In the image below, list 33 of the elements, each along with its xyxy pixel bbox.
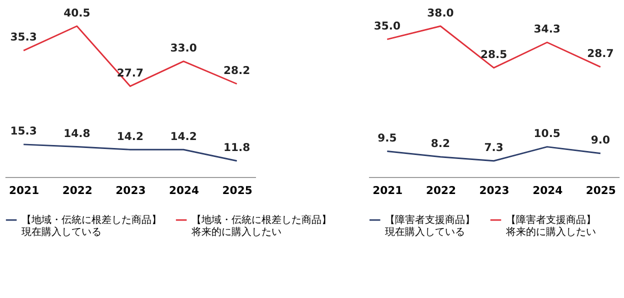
data-label: 7.3 [484, 141, 504, 154]
data-label: 11.8 [224, 141, 250, 154]
data-label: 28.5 [480, 48, 508, 62]
legend-label: 【地域・伝統に根差した商品】将来的に購入したい [190, 214, 332, 238]
data-label: 9.0 [590, 134, 610, 147]
data-label: 14.8 [64, 126, 90, 140]
data-label: 35.3 [10, 30, 37, 44]
x-tick-label: 2021 [372, 184, 403, 198]
x-tick-label: 2021 [9, 184, 40, 198]
data-label: 15.3 [10, 124, 37, 138]
data-label: 28.7 [587, 47, 614, 60]
data-label: 33.0 [170, 42, 197, 55]
data-label: 28.2 [224, 64, 250, 78]
x-tick-label: 2024 [168, 184, 200, 198]
data-label: 14.2 [170, 130, 197, 143]
x-tick-label: 2022 [426, 184, 456, 198]
x-tick-label: 2023 [116, 184, 146, 198]
x-tick-label: 2025 [586, 184, 616, 198]
x-tick-label: 2023 [479, 184, 510, 198]
legend-label: 【障害者支援商品】現在購入している [385, 214, 476, 238]
x-tick-label: 2025 [222, 184, 252, 198]
legend-label: 【地域・伝統に根差した商品】現在購入している [22, 214, 162, 238]
legend-label: 【障害者支援商品】将来的に購入したい [505, 214, 596, 238]
data-label: 14.2 [116, 130, 144, 143]
data-label: 34.3 [534, 22, 560, 36]
x-tick-label: 2024 [532, 184, 564, 198]
data-label: 35.0 [374, 19, 400, 32]
data-label: 10.5 [534, 126, 560, 140]
data-label: 9.5 [378, 131, 397, 144]
data-label: 8.2 [430, 137, 450, 150]
x-tick-label: 2022 [62, 184, 92, 198]
data-label: 40.5 [64, 6, 90, 20]
data-label: 38.0 [427, 6, 454, 20]
